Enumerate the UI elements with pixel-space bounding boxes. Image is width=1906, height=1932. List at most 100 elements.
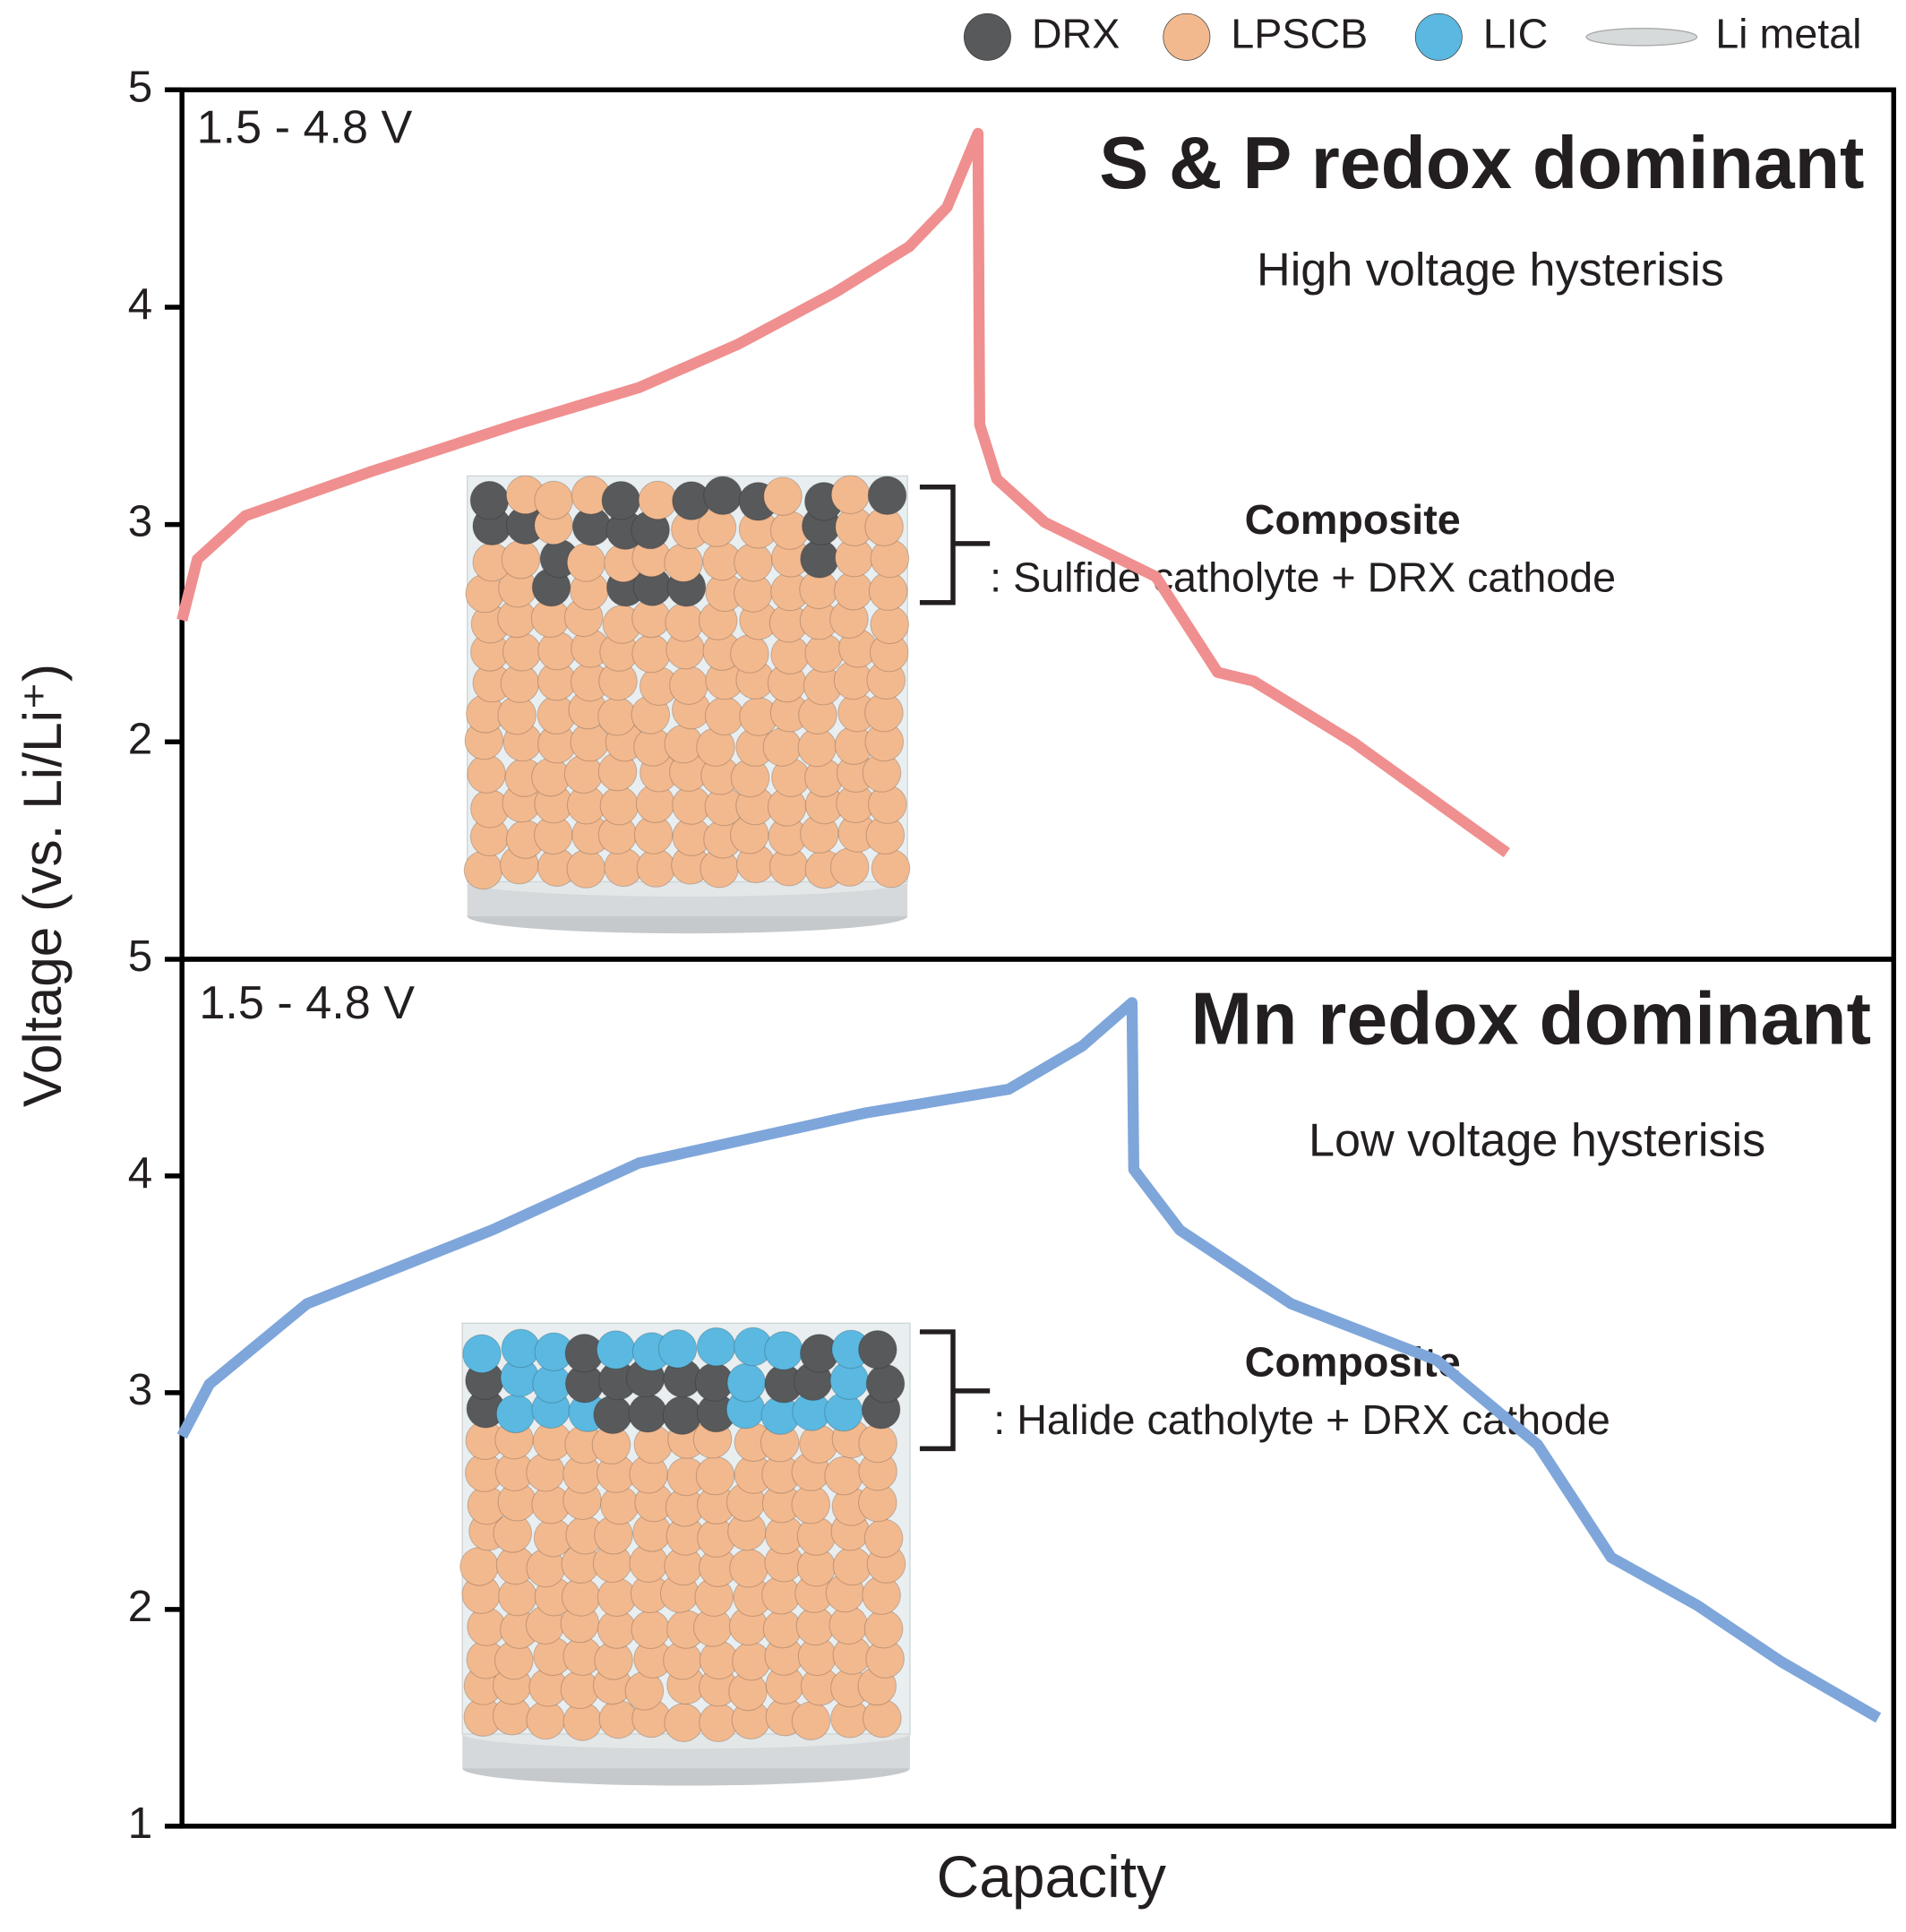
voltage-curve [176, 997, 1882, 1723]
voltage-curve [176, 127, 1510, 858]
particle [495, 1394, 536, 1434]
particle [791, 1701, 831, 1741]
particle [863, 1609, 904, 1649]
particle [563, 754, 604, 794]
particle [863, 1698, 902, 1739]
annotation-composite: Composite [1245, 496, 1461, 543]
particle [665, 603, 705, 642]
particle [729, 1548, 768, 1588]
particle [762, 727, 803, 767]
y-axis-label: Voltage (vs. Li/Li⁺) [12, 664, 73, 1107]
y-tick-label: 5 [128, 932, 152, 981]
particle [599, 786, 640, 826]
particle [467, 1607, 506, 1646]
particle [858, 1329, 897, 1370]
plot-frame [179, 87, 1897, 962]
particle [804, 633, 845, 674]
illustrations [459, 475, 911, 1786]
particle [762, 1609, 803, 1649]
particle [561, 1577, 601, 1617]
particle [537, 631, 577, 671]
particle [664, 543, 703, 583]
particle [867, 476, 907, 515]
particle [871, 848, 911, 889]
particle [799, 1424, 838, 1464]
particle [502, 631, 542, 672]
particle [704, 696, 744, 736]
particle [830, 475, 871, 515]
particle [566, 543, 606, 582]
particle [601, 480, 641, 520]
particle [763, 477, 803, 516]
particle [664, 1703, 704, 1743]
particle [526, 1700, 566, 1740]
annotation-description: : Sulfide catholyte + DRX cathode [990, 554, 1616, 600]
legend-label: LIC [1483, 11, 1549, 57]
annotation-subtitle: High voltage hysterisis [1257, 245, 1724, 296]
y-tick-label: 5 [128, 62, 152, 111]
particle [669, 665, 708, 705]
particle [703, 476, 743, 516]
particle [636, 848, 676, 888]
particle [534, 480, 573, 520]
particle [870, 605, 910, 645]
particle [695, 1455, 735, 1496]
particle [726, 1362, 767, 1403]
particle [829, 847, 870, 887]
particle [832, 1546, 872, 1586]
y-tick-label: 4 [128, 279, 152, 329]
annotation-range: 1.5 - 4.8 V [199, 977, 415, 1029]
annotation-composite: Composite [1245, 1338, 1461, 1385]
particle [566, 849, 606, 889]
y-tick-label: 3 [128, 497, 152, 546]
legend-swatch [964, 13, 1011, 61]
particle [657, 1329, 698, 1369]
particle [628, 1393, 668, 1433]
annotation-title: S & P redox dominant [1099, 122, 1864, 204]
particle [597, 696, 637, 736]
particle [833, 571, 873, 611]
particle [459, 1547, 499, 1586]
legend-swatch [1585, 27, 1698, 47]
particle [501, 539, 541, 580]
annotation-subtitle: Low voltage hysterisis [1309, 1115, 1765, 1167]
particle [560, 1670, 600, 1710]
particle [462, 1334, 502, 1374]
particle [800, 539, 839, 579]
particle [467, 754, 507, 794]
y-tick-label: 3 [128, 1365, 152, 1414]
particle [863, 1518, 904, 1558]
particle [593, 1395, 632, 1435]
plot-frame [179, 957, 1897, 1829]
particle [531, 757, 571, 797]
y-tick-label: 2 [128, 714, 152, 763]
legend-swatch [1414, 13, 1463, 61]
legend-swatch [1163, 13, 1211, 61]
y-tick-label: 4 [128, 1148, 152, 1198]
y-tick-label: 2 [128, 1582, 152, 1631]
particle [631, 633, 671, 674]
annotation-range: 1.5 - 4.8 V [197, 101, 413, 153]
particle [501, 1328, 541, 1369]
annotation-description: : Halide catholyte + DRX cathode [993, 1396, 1610, 1443]
particle [463, 850, 503, 890]
particle [764, 1331, 803, 1370]
particle [734, 542, 773, 582]
particle [732, 1641, 771, 1681]
particle [730, 634, 769, 674]
legend-label: Li metal [1715, 11, 1861, 57]
legend-label: DRX [1032, 11, 1120, 57]
particle [597, 1577, 637, 1618]
bracket [919, 1329, 991, 1452]
particle [824, 1455, 863, 1496]
particle [596, 1330, 636, 1370]
bracket [919, 485, 991, 605]
particle [638, 480, 678, 520]
particle [662, 1395, 702, 1436]
particle [696, 1327, 736, 1367]
x-axis-label: Capacity [937, 1843, 1166, 1910]
particle [469, 480, 510, 520]
particle [858, 1423, 897, 1464]
